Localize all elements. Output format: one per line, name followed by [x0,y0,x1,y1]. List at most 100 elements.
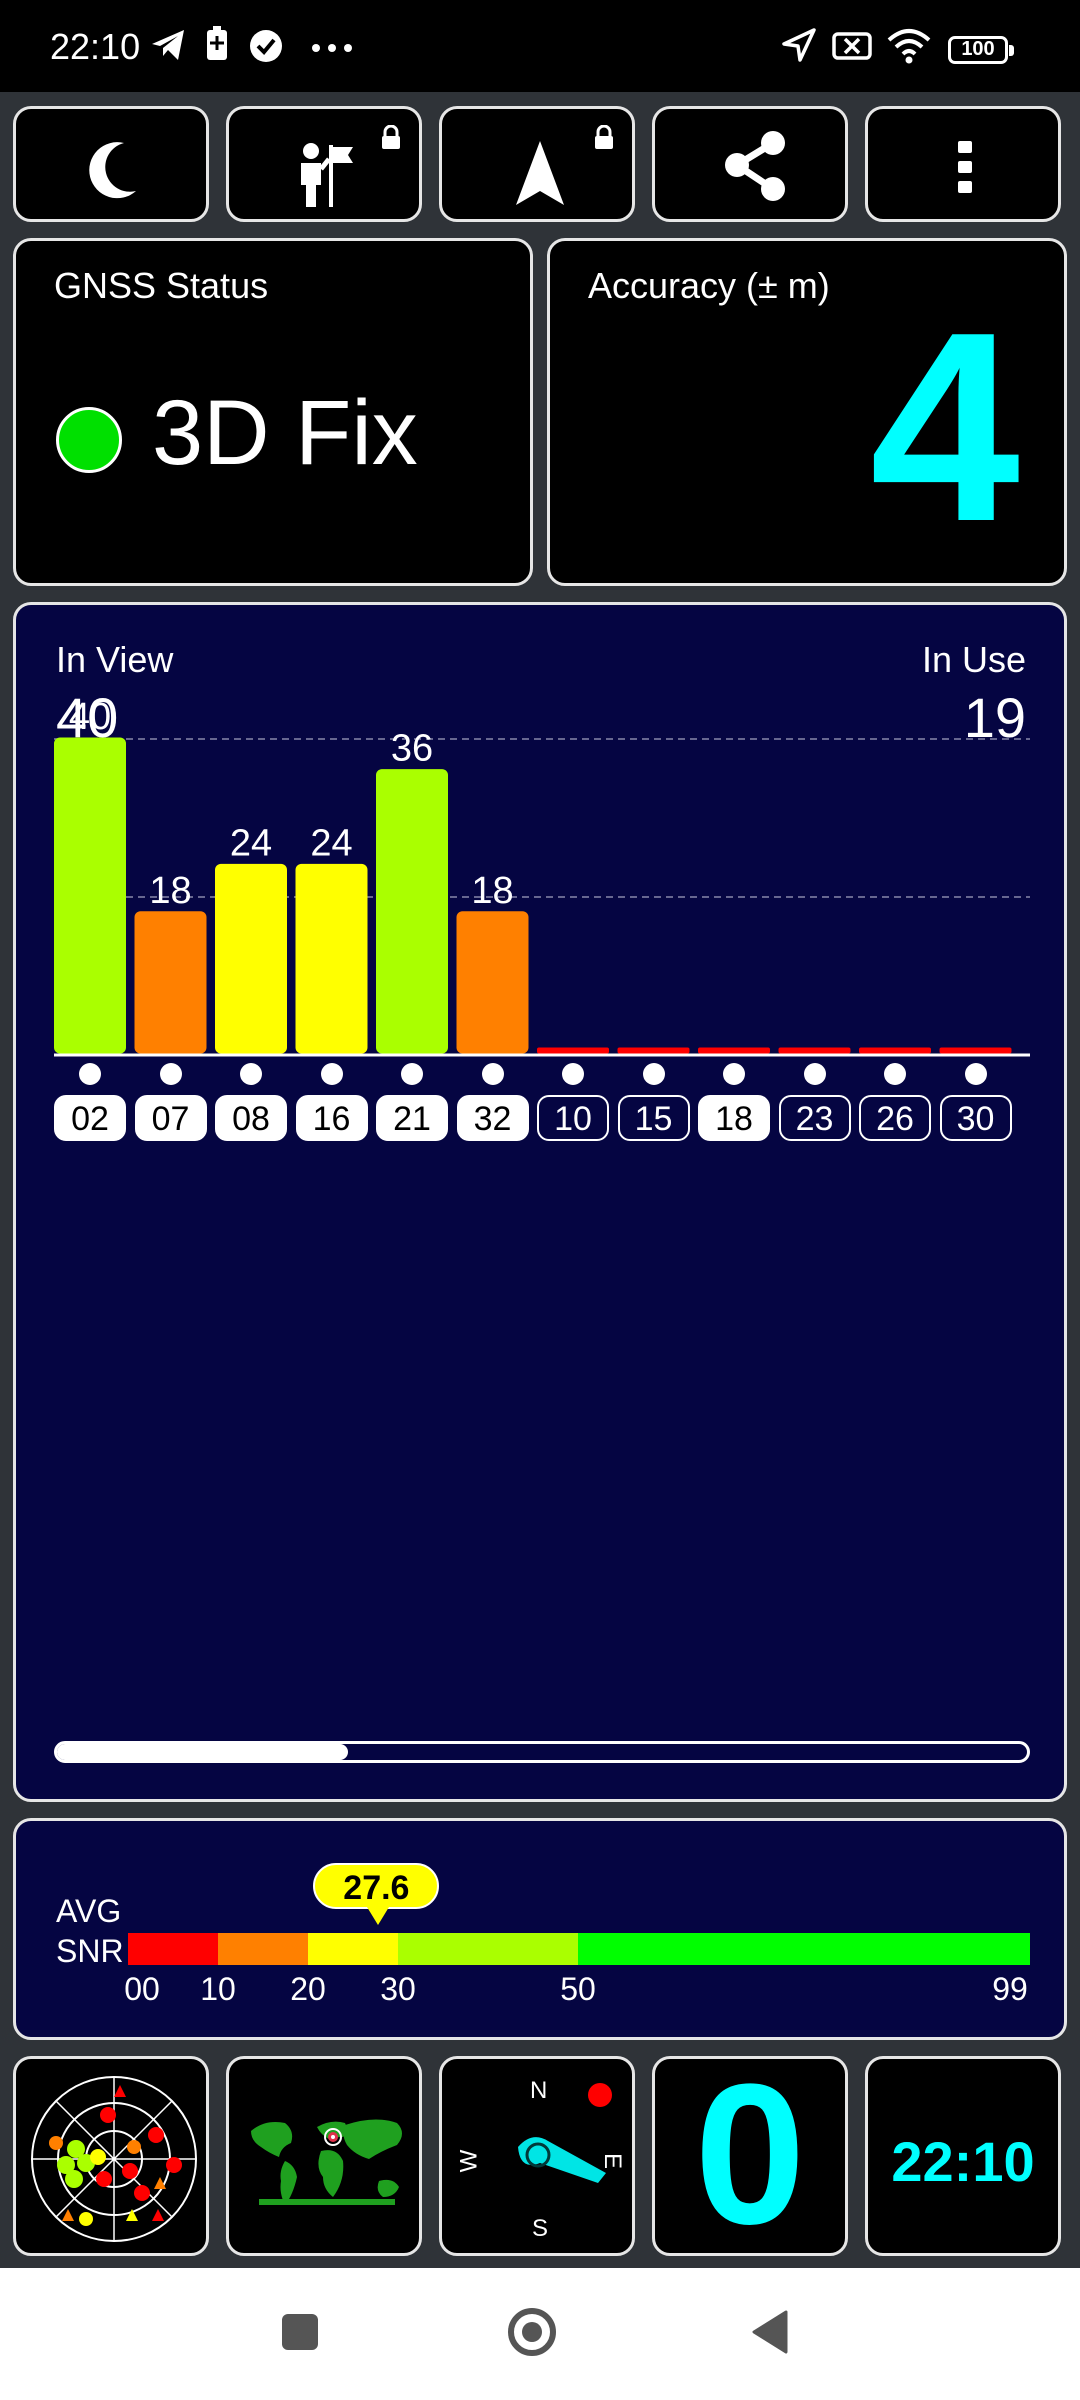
clock-tile[interactable]: 22:10 [865,2056,1061,2256]
snr-bar-21 [376,769,448,1054]
prn-chip-30[interactable]: 30 [939,1095,1012,1141]
home-button[interactable] [508,2308,556,2356]
snr-scale-label: 30 [380,1971,416,2007]
accuracy-label: Accuracy (± m) [588,265,830,306]
snr-scale-segment [578,1933,1030,1965]
avg-label: AVG [56,1893,122,1929]
snr-bar-02 [54,737,126,1054]
snr-scale-label: 20 [290,1971,326,2007]
more-dots-icon [312,44,352,52]
more-vertical-icon [958,141,972,193]
back-button[interactable] [750,2308,790,2356]
snr-bar-16 [295,863,368,1054]
clock-value: 22:10 [891,2130,1035,2193]
compass-south-label: S [532,2215,549,2242]
share-button[interactable] [652,106,848,222]
accuracy-value: 4 [869,277,1020,578]
check-circle-icon [250,30,282,62]
snr-bar-label-16: 24 [310,822,352,864]
menu-button[interactable] [865,106,1061,222]
snr-bar-08 [215,863,287,1054]
world-map-icon [251,2119,402,2205]
satellite-signal-panel: In View 40 In Use 19 40 18 24 24 36 18 02 07 08… [13,602,1067,1802]
world-map-tile[interactable] [226,2056,422,2256]
snr-bar-18 [698,1047,770,1054]
battery-saver-icon [207,26,227,60]
accuracy-panel: Accuracy (± m) 4 [547,238,1067,586]
activity-button[interactable] [226,106,422,222]
satellite-status-dot [79,1063,101,1085]
battery-icon: 100 [948,36,1014,64]
snr-bar-label-08: 24 [230,822,272,864]
recents-button[interactable] [282,2314,318,2350]
speed-tile[interactable]: 0 [652,2056,848,2256]
moon-icon [89,142,136,199]
snr-bar-30 [939,1047,1012,1054]
gnss-status-value: 3D Fix [152,382,418,484]
status-bar: 22:10 100 [0,0,1080,92]
snr-scale-segment [308,1933,398,1965]
share-icon [725,131,785,201]
night-mode-button[interactable] [13,106,209,222]
snr-bar-label-07: 18 [149,870,191,912]
snr-bar-label-32: 18 [471,870,513,912]
prn-chip-18[interactable]: 18 [698,1095,770,1141]
snr-scale-label: 50 [560,1971,596,2007]
snr-bar-label-21: 36 [391,728,433,770]
gnss-status-panel: GNSS Status 3D Fix [13,238,533,586]
navigation-button[interactable] [439,106,635,222]
prn-chip-10[interactable]: 10 [537,1095,609,1141]
satellite-status-dot [642,1063,665,1085]
prn-chip-26[interactable]: 26 [859,1095,931,1141]
snr-bar-15 [617,1047,690,1054]
satellite-scrollbar[interactable] [54,1741,1030,1763]
avg-snr-panel: AVG SNR 00 10 20 30 50 99 27.6 [13,1818,1067,2040]
navigation-arrow-icon [516,141,564,205]
prn-chip-32[interactable]: 32 [456,1095,529,1141]
snr-scale-label: 00 [124,1971,160,2007]
snr-scale-label: 10 [200,1971,236,2007]
compass-tile[interactable]: N S E W [439,2056,635,2256]
avg-snr-value: 27.6 [343,1869,410,1907]
snr-scale-bar [128,1933,1030,1965]
prn-chip-21[interactable]: 21 [376,1095,448,1141]
prn-chip-07[interactable]: 07 [134,1095,207,1141]
lock-icon [382,125,400,149]
prn-chip-02[interactable]: 02 [54,1095,126,1141]
prn-chip-08[interactable]: 08 [215,1095,287,1141]
fix-indicator [56,407,122,473]
satellite-status-dot [803,1063,826,1085]
prn-chip-15[interactable]: 15 [617,1095,690,1141]
lock-icon [595,125,613,149]
snr-bar-10 [537,1047,609,1054]
snr-bar-chart: 40 18 24 24 36 18 [54,696,1030,1057]
wifi-icon [887,29,931,64]
scrollbar-thumb[interactable] [57,1744,348,1760]
battery-level: 100 [961,38,995,60]
prn-chip-23[interactable]: 23 [778,1095,851,1141]
satellite-status-dot [884,1063,906,1085]
speed-value: 0 [694,2056,806,2256]
satellite-status-dot [723,1063,745,1085]
snr-scale-segment [218,1933,308,1965]
satellite-status-dot [562,1063,584,1085]
status-time: 22:10 [50,26,141,67]
in-view-label: In View [56,639,174,680]
satellite-status-dot [320,1063,343,1085]
satellite-status-dot [401,1063,423,1085]
snr-bar-23 [778,1047,851,1054]
gnss-status-label: GNSS Status [54,265,269,306]
system-navigation-bar [0,2268,1080,2400]
snr-bar-26 [859,1047,931,1054]
sky-view-tile[interactable] [13,2056,209,2256]
in-use-label: In Use [921,639,1026,680]
compass-north-label: N [530,2077,548,2104]
prn-chip-16[interactable]: 16 [295,1095,368,1141]
avg-snr-marker: 27.6 [313,1863,440,1925]
snr-bar-07 [134,911,207,1054]
compass-needle-icon [518,2083,612,2183]
snr-scale-segment [128,1933,218,1965]
satellite-status-dot [481,1063,504,1085]
location-arrow-icon [782,28,816,62]
snr-label: SNR [56,1933,124,1969]
